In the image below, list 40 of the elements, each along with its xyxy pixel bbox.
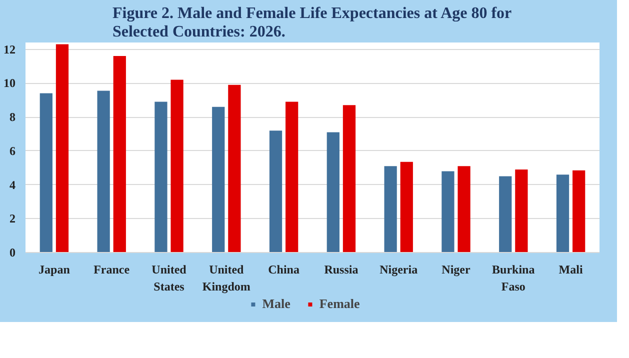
chart-title: Figure 2. Male and Female Life Expectancies at Age 80 for Selected Countries: 2026. <box>112 4 512 40</box>
x-tick-label: United Kingdom <box>202 262 250 294</box>
bar <box>384 166 397 252</box>
bar <box>458 166 470 252</box>
y-tick-label: 6 <box>10 144 16 158</box>
y-tick-label: 0 <box>10 246 16 260</box>
y-tick-label: 10 <box>4 76 16 90</box>
bar <box>154 102 168 252</box>
bar <box>97 90 110 252</box>
bar <box>499 176 512 252</box>
x-tick-label: United States <box>152 262 187 294</box>
x-tick-label: France <box>94 262 130 276</box>
x-tick-label: Nigeria <box>380 262 418 276</box>
y-tick-label: 12 <box>4 42 16 56</box>
bar <box>400 162 413 252</box>
bar <box>228 84 241 252</box>
bar <box>572 170 586 252</box>
bar <box>515 170 528 252</box>
y-tick-label: 8 <box>10 110 16 124</box>
y-tick-label: 2 <box>10 212 16 226</box>
legend-label: Female <box>319 296 360 312</box>
bar <box>113 56 126 252</box>
bar <box>56 44 69 252</box>
x-tick-label: Mali <box>558 262 584 276</box>
bar <box>326 132 340 252</box>
bar <box>269 130 282 252</box>
bar <box>286 102 298 252</box>
x-tick-label: Japan <box>38 262 70 276</box>
bar <box>442 171 454 252</box>
bar <box>170 80 184 252</box>
x-tick-label: Niger <box>442 262 471 276</box>
bar <box>40 93 52 252</box>
x-tick-label: Russia <box>324 262 358 276</box>
y-tick-label: 4 <box>10 178 16 192</box>
bar <box>342 105 356 252</box>
bar <box>212 106 225 252</box>
x-tick-label: China <box>268 262 300 276</box>
legend-label: Male <box>262 296 290 312</box>
x-tick-label: Burkina Faso <box>492 262 535 294</box>
bar <box>556 174 570 252</box>
